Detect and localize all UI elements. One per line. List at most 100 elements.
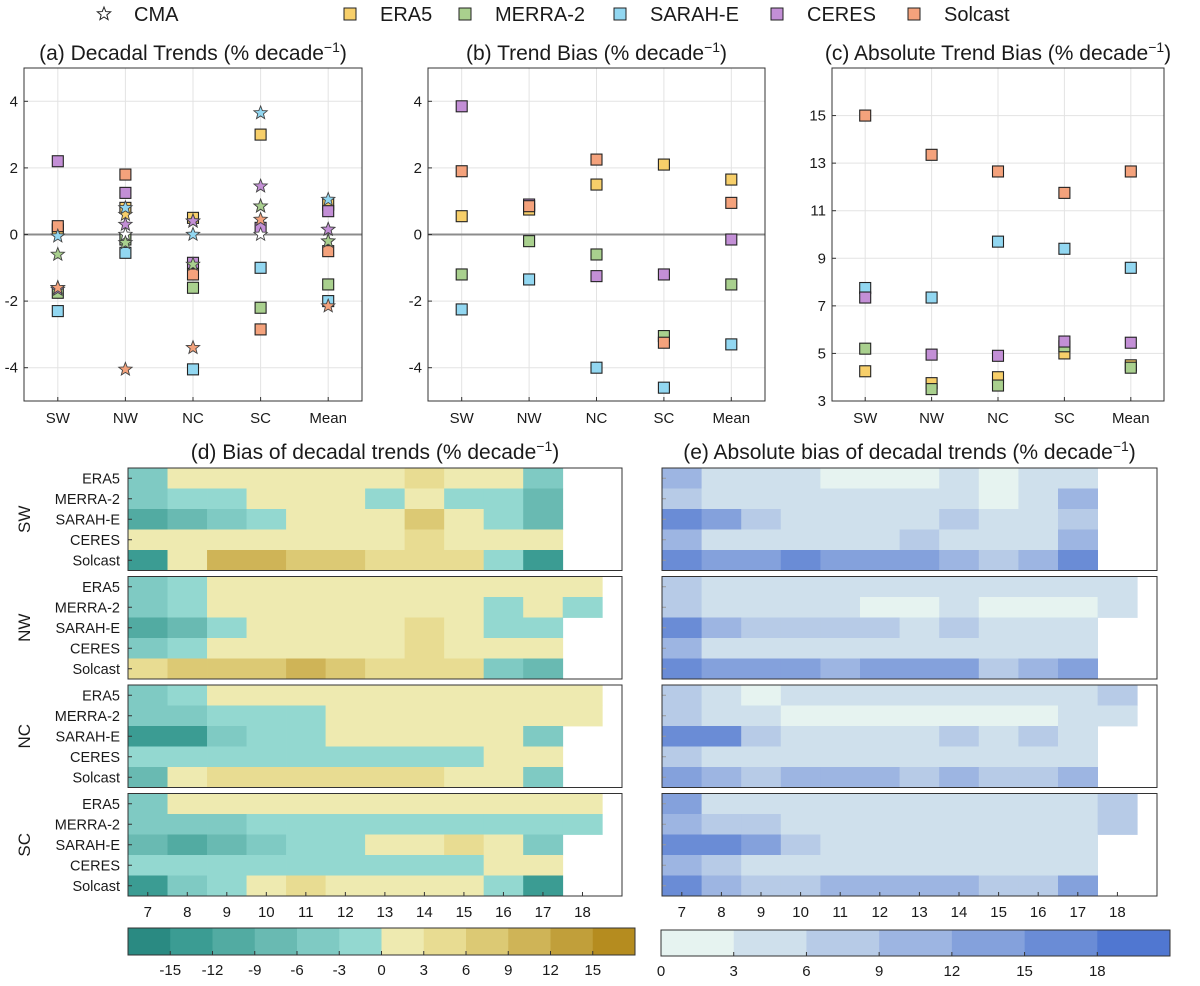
- heatmap-cell: [562, 814, 603, 835]
- heatmap-cell: [899, 875, 940, 897]
- heatmap-cell: [1018, 793, 1059, 815]
- heatmap-cell: [1058, 875, 1098, 897]
- heatmap-cell: [978, 814, 1019, 835]
- heatmap-cell: [207, 767, 247, 788]
- heatmap-cell: [701, 488, 742, 510]
- heatmap-cell: [167, 597, 208, 618]
- heatmap-cell: [167, 509, 208, 530]
- heatmap-cell: [978, 550, 1019, 571]
- x-tick-label: NW: [113, 410, 139, 427]
- legend: CMA ERA5 MERRA-2 SARAH-E CERES Solcast: [96, 4, 1010, 26]
- heatmap-cell: [939, 638, 980, 659]
- heatmap-cell: [404, 576, 445, 598]
- row-label-era5: ERA5: [82, 688, 120, 704]
- heatmap-cell: [246, 875, 287, 897]
- row-label-merra-2: MERRA-2: [55, 600, 120, 616]
- heatmap-cell: [820, 793, 861, 815]
- heatmap-cell: [662, 529, 702, 551]
- heatmap-cell: [365, 685, 406, 706]
- heatmap-cell: [1058, 488, 1098, 510]
- heatmap-cell: [978, 767, 1019, 788]
- heatmap-cell: [444, 488, 485, 510]
- heatmap-cell: [899, 685, 940, 706]
- sarah-e-sw-square: [455, 303, 468, 316]
- heatmap-cell: [978, 597, 1019, 618]
- heatmap-cell: [899, 597, 940, 618]
- heatmap-cell: [1058, 814, 1098, 835]
- sarah-e-mean-star: [320, 191, 337, 207]
- group-label-nw: NW: [15, 614, 34, 642]
- heatmap-cell: [444, 550, 485, 571]
- heatmap-cell: [128, 726, 168, 747]
- heatmap-cell: [286, 746, 326, 768]
- group-frame: [661, 467, 1158, 571]
- heatmap-cell: [939, 875, 980, 897]
- heatmap-cell: [780, 726, 821, 747]
- ceres-sc-square: [657, 268, 670, 281]
- heatmap-cell: [1018, 746, 1059, 768]
- x-tick-label: 16: [495, 904, 512, 921]
- heatmap-cell: [780, 855, 821, 876]
- heatmap-cell: [365, 509, 406, 530]
- x-tick-label: NC: [987, 410, 1009, 427]
- heatmap-cell: [780, 875, 821, 897]
- heatmap-cell: [978, 658, 1019, 680]
- heatmap-cell: [1018, 685, 1059, 706]
- heatmap-cell: [978, 576, 1019, 598]
- heatmap-cell: [128, 767, 168, 788]
- heatmap-cell: [444, 685, 485, 706]
- merra-2-sc-star: [252, 197, 269, 213]
- heatmap-cell: [978, 488, 1019, 510]
- heatmap-cell: [325, 855, 366, 876]
- heatmap-cell: [741, 488, 782, 510]
- heatmap-cell: [1018, 550, 1059, 571]
- heatmap-cell: [523, 550, 564, 571]
- heatmap-cell: [365, 529, 406, 551]
- heatmap-cell: [404, 488, 445, 510]
- heatmap-cell: [701, 550, 742, 571]
- y-tick-label: 9: [818, 250, 826, 267]
- solcast-sw-square: [455, 165, 468, 178]
- row-label-solcast: Solcast: [72, 879, 120, 895]
- heatmap-cell: [325, 488, 366, 510]
- y-tick-label: 0: [414, 227, 422, 244]
- heatmap-cell: [167, 834, 208, 856]
- heatmap-cell: [899, 767, 940, 788]
- x-tick-label: 15: [990, 904, 1007, 921]
- heatmap-cell: [444, 509, 485, 530]
- x-tick-label: 16: [1030, 904, 1047, 921]
- heatmap-cell: [207, 468, 247, 489]
- heatmap-cell: [1058, 468, 1098, 489]
- heatmap-cell: [207, 726, 247, 747]
- heatmap-cell: [167, 468, 208, 489]
- colorbar-segment: [212, 928, 256, 955]
- ceres-sw-square: [859, 291, 872, 304]
- heatmap-cell: [365, 855, 406, 876]
- legend-entry-merra-2: MERRA-2: [458, 4, 585, 26]
- heatmap-cell: [1058, 685, 1098, 706]
- era5-sw-square: [455, 210, 468, 223]
- square-icon: [343, 7, 357, 21]
- row-label-merra-2: MERRA-2: [55, 492, 120, 508]
- heatmap-cell: [365, 767, 406, 788]
- heatmap-cell: [701, 855, 742, 876]
- heatmap-cell: [523, 488, 564, 510]
- heatmap-cell: [444, 638, 485, 659]
- heatmap-cell: [246, 638, 287, 659]
- ceres-nw-square: [925, 348, 938, 361]
- heatmap-cell: [939, 814, 980, 835]
- heatmap-cell: [483, 814, 524, 835]
- heatmap-cell: [128, 597, 168, 618]
- heatmap-cell: [820, 488, 861, 510]
- group-label-sw: SW: [15, 506, 34, 533]
- heatmap-cell: [899, 638, 940, 659]
- heatmap-cell: [701, 658, 742, 680]
- x-tick-label: Mean: [1112, 410, 1150, 427]
- group-frame: [127, 467, 623, 571]
- heatmap-cell: [246, 529, 287, 551]
- x-tick-label: Mean: [309, 410, 347, 427]
- heatmap-cell: [128, 705, 168, 727]
- heatmap-cell: [483, 468, 524, 489]
- heatmap-cell: [741, 468, 782, 489]
- heatmap-cell: [939, 576, 980, 598]
